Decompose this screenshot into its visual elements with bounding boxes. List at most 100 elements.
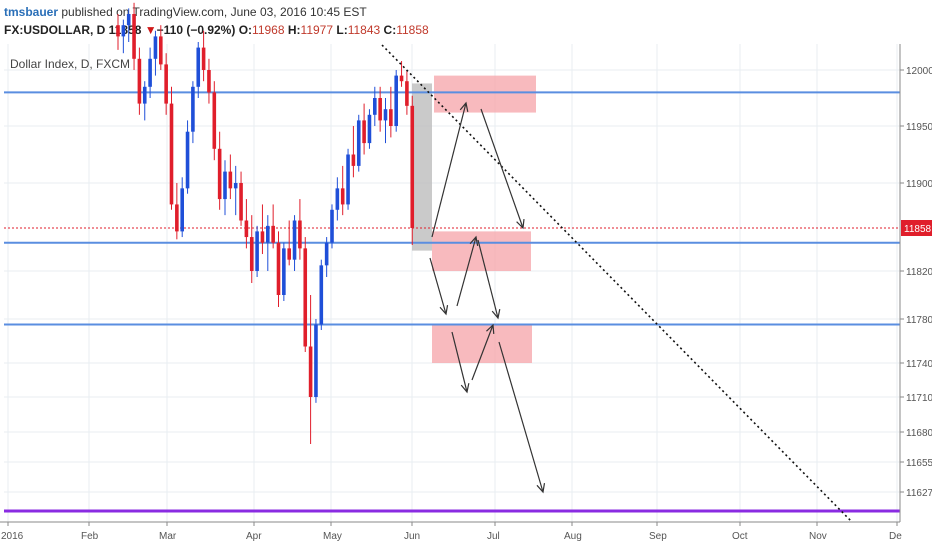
- target-zone: [432, 231, 531, 271]
- candle: [351, 126, 356, 178]
- open-label: O:: [238, 23, 253, 37]
- arrow-head: [460, 383, 470, 394]
- candle-body: [148, 58, 152, 87]
- candle-body: [217, 148, 222, 200]
- candle-body: [282, 248, 286, 295]
- arrow-head: [516, 218, 525, 230]
- candle-body: [362, 120, 366, 144]
- last-price: 11858: [108, 23, 142, 37]
- time-tick-label: Feb: [81, 531, 99, 542]
- candle: [164, 53, 168, 115]
- candle-body: [340, 188, 345, 205]
- candle: [223, 160, 227, 216]
- price-tick-label: 11740: [906, 359, 932, 370]
- time-tick-label: Jun: [404, 531, 420, 542]
- down-arrow-icon: ▼: [144, 23, 157, 37]
- candle-body: [378, 98, 382, 121]
- arrow-line: [477, 239, 499, 319]
- candle-body: [249, 237, 254, 271]
- candle: [319, 259, 324, 330]
- candle: [282, 242, 286, 301]
- price-tick-label: 11627: [906, 488, 932, 499]
- symbol-name[interactable]: FX:USDOLLAR, D: [4, 23, 106, 37]
- candle-body: [137, 58, 142, 104]
- arrow: [471, 323, 495, 381]
- arrow: [429, 257, 449, 316]
- candle-body: [271, 225, 275, 243]
- target-zone: [432, 324, 532, 363]
- publisher-name[interactable]: tmsbauer: [4, 5, 59, 19]
- open-value: 11968: [252, 23, 285, 37]
- price-axis-bg: [900, 44, 932, 550]
- candle: [346, 148, 350, 210]
- time-tick-label: Nov: [809, 531, 827, 542]
- arrow-line: [451, 331, 468, 393]
- arrow: [451, 331, 470, 394]
- candle-body: [196, 47, 201, 87]
- candle-body: [244, 220, 249, 238]
- candle-body: [410, 105, 415, 228]
- candle-body: [276, 242, 281, 295]
- candle: [217, 131, 222, 210]
- published-text: published on TradingView.com, June 03, 2…: [58, 5, 367, 19]
- symbol-quote: FX:USDOLLAR, D 11858 ▼−110 (−0.92%) O:11…: [4, 23, 429, 37]
- price-tick-label: 11780: [906, 315, 932, 326]
- candle-body: [314, 324, 318, 397]
- close-value: 11858: [396, 23, 429, 37]
- low-label: L:: [336, 23, 348, 37]
- last-price-tag-label: 11858: [904, 224, 932, 235]
- candle-body: [223, 171, 227, 200]
- candle-body: [298, 220, 302, 249]
- candle-body: [351, 154, 356, 166]
- last-price-tag: [901, 220, 932, 236]
- candle: [175, 183, 179, 240]
- candle: [260, 204, 265, 255]
- candle: [266, 215, 270, 271]
- support-resistance-lines: [4, 91, 900, 513]
- candle-body: [303, 248, 308, 347]
- candle: [362, 103, 366, 155]
- price-tick-label: 11710: [906, 393, 932, 404]
- arrow: [477, 239, 501, 320]
- arrow-line: [480, 108, 524, 229]
- arrow-head: [469, 235, 479, 246]
- candle-body: [367, 114, 372, 144]
- arrow: [480, 108, 525, 230]
- price-tick-label: 11655: [906, 458, 932, 469]
- candle-body: [233, 183, 238, 189]
- candle: [399, 61, 404, 87]
- candle: [148, 47, 152, 98]
- time-tick-label: Mar: [159, 531, 177, 542]
- arrow-line: [471, 324, 494, 381]
- candle-body: [383, 109, 388, 121]
- candle-body: [164, 64, 168, 104]
- candle: [378, 86, 382, 132]
- candle-body: [405, 81, 409, 106]
- target-zone: [434, 75, 536, 113]
- price-tick-label: 11820: [906, 267, 932, 278]
- candle-body: [212, 92, 217, 149]
- candle: [185, 120, 190, 194]
- candle: [373, 86, 377, 126]
- candle: [340, 165, 345, 216]
- candle-body: [373, 98, 377, 115]
- candle: [394, 70, 398, 132]
- publish-header: tmsbauer published on TradingView.com, J…: [0, 0, 932, 44]
- candle-body: [389, 109, 393, 126]
- candle: [233, 165, 238, 216]
- candle-body: [255, 231, 259, 271]
- arrow-head: [491, 309, 501, 320]
- candle-body: [142, 86, 147, 104]
- arrow-head: [459, 101, 469, 112]
- target-zones: [412, 75, 536, 363]
- time-tick-label: 2016: [1, 531, 24, 542]
- candlesticks: [116, 2, 415, 444]
- candle: [191, 81, 195, 144]
- candle-body: [356, 120, 361, 166]
- candle-body: [239, 183, 243, 221]
- arrow: [431, 101, 469, 238]
- candle-body: [228, 171, 233, 189]
- candle-body: [207, 70, 211, 93]
- axes: 12000 11950 11900 11820 11780 11740 11710 11680…: [0, 44, 932, 550]
